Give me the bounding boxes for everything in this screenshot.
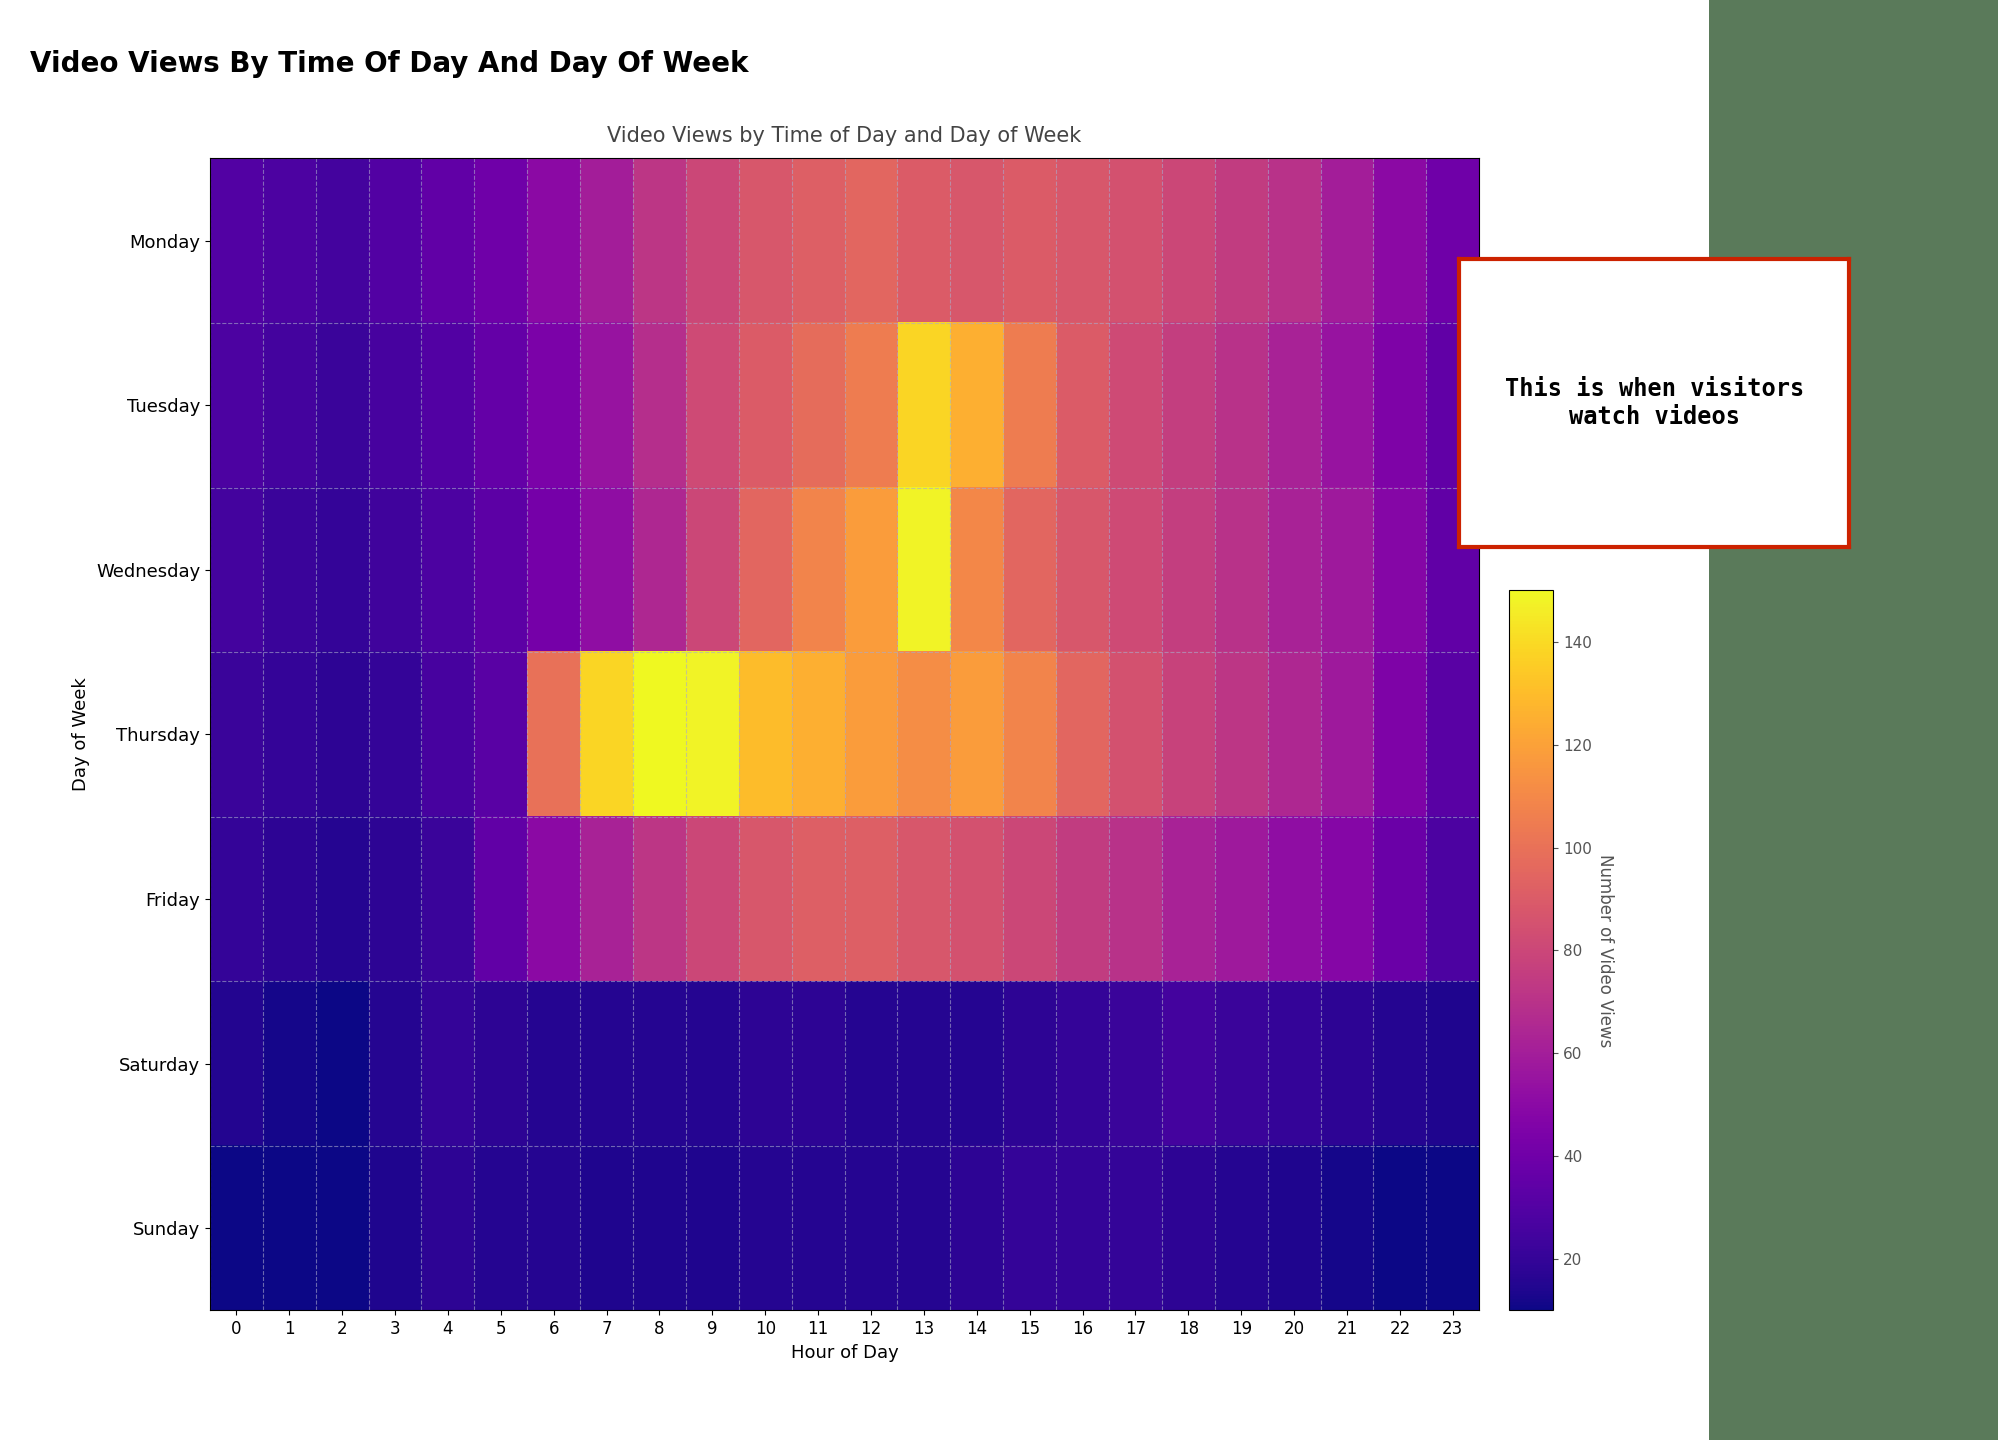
Text: Video Views By Time Of Day And Day Of Week: Video Views By Time Of Day And Day Of We… [30, 50, 747, 78]
Y-axis label: Number of Video Views: Number of Video Views [1594, 854, 1612, 1047]
Y-axis label: Day of Week: Day of Week [72, 678, 90, 791]
Title: Video Views by Time of Day and Day of Week: Video Views by Time of Day and Day of We… [607, 125, 1081, 145]
X-axis label: Hour of Day: Hour of Day [791, 1344, 897, 1362]
Text: This is when visitors
watch videos: This is when visitors watch videos [1504, 377, 1802, 429]
